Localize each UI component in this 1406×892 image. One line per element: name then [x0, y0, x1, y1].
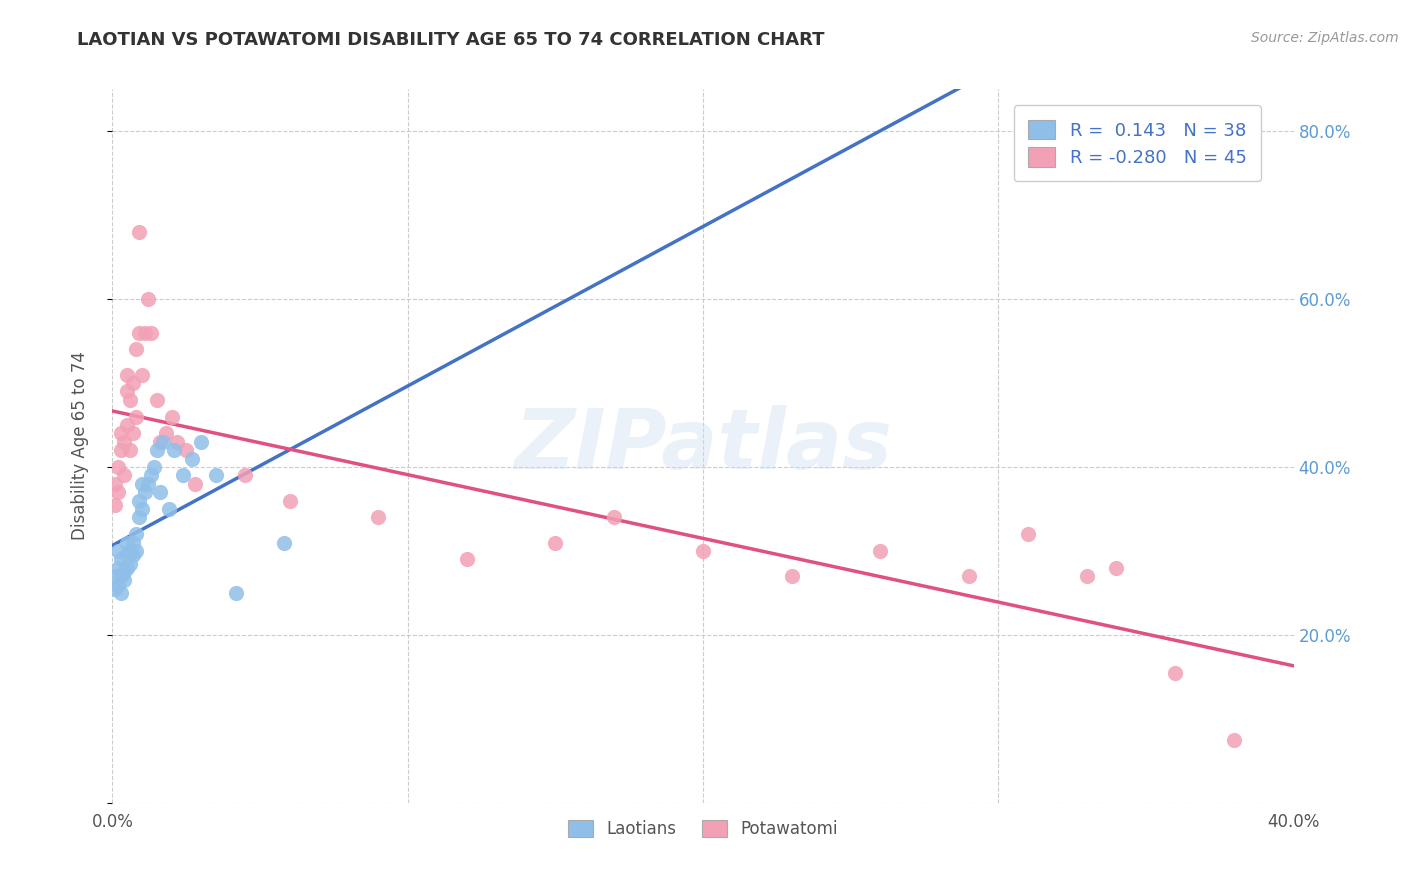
Point [107, 577, 129, 591]
Point [122, 376, 145, 390]
Point [149, 434, 172, 449]
Point [117, 560, 138, 574]
Point [112, 574, 135, 588]
Point [190, 434, 212, 449]
Point [603, 510, 626, 524]
Point [122, 426, 145, 441]
Point [166, 434, 188, 449]
Point [125, 343, 148, 357]
Point [117, 548, 138, 562]
Point [107, 544, 129, 558]
Point [125, 544, 148, 558]
Point [117, 417, 138, 432]
Point [112, 468, 135, 483]
Point [163, 443, 186, 458]
Point [146, 443, 169, 458]
Point [125, 527, 148, 541]
Point [172, 468, 194, 483]
Point [869, 544, 891, 558]
Point [134, 326, 156, 340]
Point [104, 498, 127, 512]
Point [957, 569, 980, 583]
Text: LAOTIAN VS POTAWATOMI DISABILITY AGE 65 TO 74 CORRELATION CHART: LAOTIAN VS POTAWATOMI DISABILITY AGE 65 … [77, 31, 825, 49]
Point [134, 485, 156, 500]
Point [142, 460, 165, 475]
Text: ZIPatlas: ZIPatlas [515, 406, 891, 486]
Point [367, 510, 389, 524]
Point [122, 548, 145, 562]
Point [692, 544, 714, 558]
Point [1017, 527, 1039, 541]
Point [205, 468, 228, 483]
Point [181, 451, 204, 466]
Point [131, 502, 153, 516]
Point [128, 225, 150, 239]
Point [120, 443, 142, 458]
Y-axis label: Disability Age 65 to 74: Disability Age 65 to 74 [70, 351, 89, 541]
Point [122, 535, 145, 549]
Point [273, 535, 295, 549]
Point [120, 392, 142, 407]
Point [149, 485, 172, 500]
Point [128, 493, 150, 508]
Point [125, 409, 148, 424]
Point [136, 476, 159, 491]
Point [117, 368, 138, 382]
Point [128, 326, 150, 340]
Point [780, 569, 803, 583]
Point [139, 468, 162, 483]
Point [157, 502, 180, 516]
Point [136, 292, 159, 306]
Point [1164, 665, 1187, 680]
Point [278, 493, 301, 508]
Point [174, 443, 197, 458]
Point [107, 485, 129, 500]
Point [544, 535, 567, 549]
Point [110, 586, 132, 600]
Point [184, 476, 207, 491]
Point [225, 586, 247, 600]
Point [104, 582, 127, 596]
Point [1076, 569, 1098, 583]
Point [1105, 560, 1128, 574]
Point [110, 552, 132, 566]
Point [456, 552, 478, 566]
Point [120, 544, 142, 558]
Point [107, 460, 129, 475]
Point [104, 569, 127, 583]
Point [104, 476, 127, 491]
Legend: Laotians, Potawatomi: Laotians, Potawatomi [562, 813, 844, 845]
Point [139, 326, 162, 340]
Point [155, 426, 177, 441]
Point [146, 392, 169, 407]
Point [110, 443, 132, 458]
Point [117, 384, 138, 399]
Point [233, 468, 256, 483]
Point [131, 368, 153, 382]
Point [152, 434, 174, 449]
Point [160, 409, 183, 424]
Point [117, 535, 138, 549]
Point [110, 569, 132, 583]
Point [112, 565, 135, 579]
Point [131, 476, 153, 491]
Point [1223, 732, 1246, 747]
Point [128, 510, 150, 524]
Text: Source: ZipAtlas.com: Source: ZipAtlas.com [1251, 31, 1399, 45]
Point [110, 426, 132, 441]
Point [112, 434, 135, 449]
Point [120, 557, 142, 571]
Point [107, 560, 129, 574]
